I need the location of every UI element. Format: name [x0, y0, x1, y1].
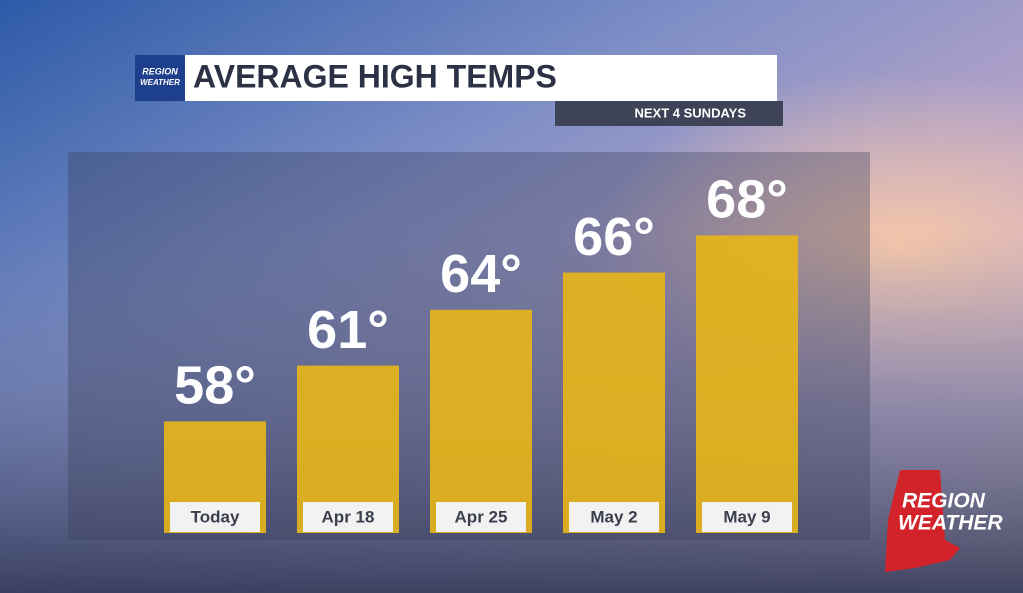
title-logo-text: REGION — [142, 66, 178, 76]
category-box — [569, 502, 659, 532]
title-box — [135, 55, 777, 101]
x-tick-label: May 2 — [590, 507, 637, 526]
brand-shape — [885, 470, 960, 572]
value-label: 68° — [706, 170, 788, 230]
value-label: 61° — [307, 300, 389, 360]
bar — [563, 272, 665, 533]
brand-text: WEATHER — [898, 512, 1003, 535]
x-tick-label: May 9 — [723, 507, 770, 526]
brand-text: REGION — [902, 490, 986, 513]
value-label: 66° — [573, 207, 655, 267]
value-label: 64° — [440, 244, 522, 304]
title-logo-text: WEATHER — [140, 78, 180, 87]
x-tick-label: Apr 25 — [455, 507, 508, 526]
category-box — [702, 502, 792, 532]
category-box — [303, 502, 393, 532]
value-label: 58° — [174, 356, 256, 416]
brand-logo: REGION WEATHER — [885, 470, 1003, 572]
chart-title: AVERAGE HIGH TEMPS — [193, 58, 557, 94]
category-box — [170, 502, 260, 532]
bar — [696, 235, 798, 533]
bar — [430, 309, 532, 533]
chart-subtitle: NEXT 4 SUNDAYS — [635, 105, 747, 120]
title-logo — [135, 55, 185, 101]
category-box — [436, 502, 526, 532]
x-tick-label: Apr 18 — [322, 507, 375, 526]
subtitle-box — [555, 101, 783, 126]
x-tick-label: Today — [191, 507, 240, 526]
